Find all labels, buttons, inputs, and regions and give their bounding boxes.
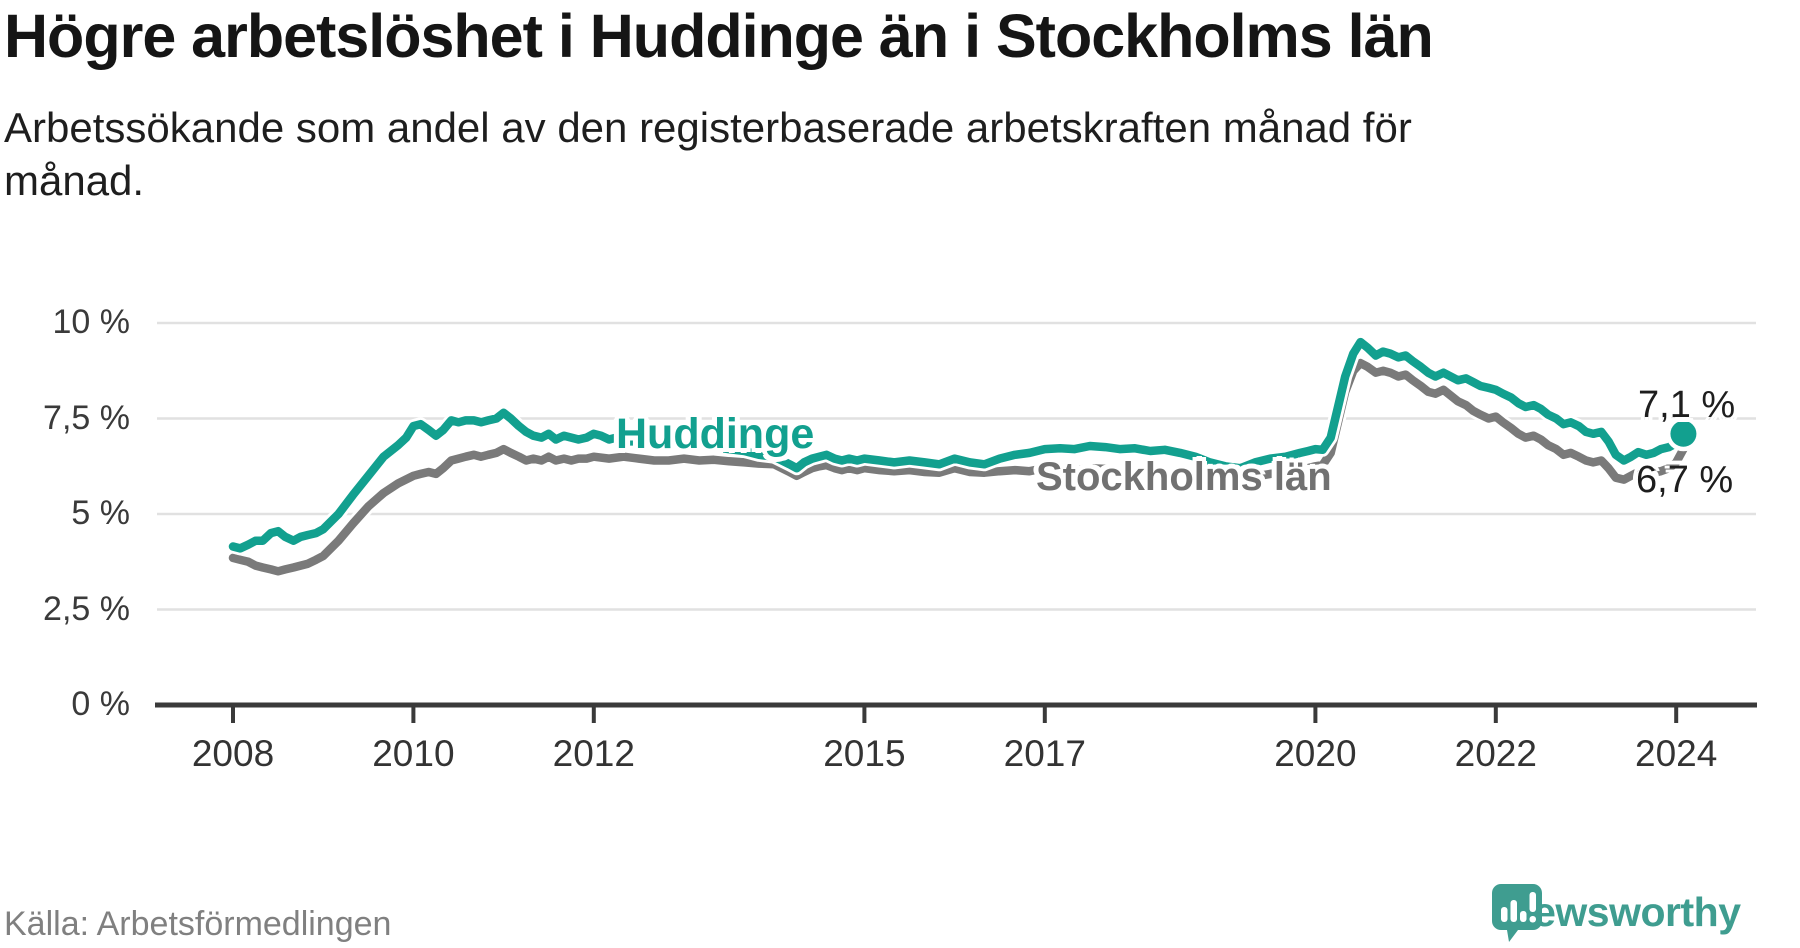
end-value-label-stockholms-lan: 6,7 % [1636,459,1734,501]
y-tick-label: 5 % [71,494,130,532]
series-label-huddinge: Huddinge [616,410,815,458]
bar-icon-1 [1501,907,1508,922]
y-tick-label: 0 % [71,685,130,723]
newsworthy-logo-icon [1492,884,1542,942]
x-tick-label: 2015 [823,733,906,774]
x-tick-label: 2024 [1635,733,1718,774]
line-halo-Huddinge [226,335,1691,556]
newsworthy-logo: Newsworthy [1490,882,1741,942]
x-tick-label: 2020 [1274,733,1357,774]
bar-icon-3 [1520,911,1527,922]
endpoint-marker [1670,420,1697,447]
end-value-label-huddinge: 7,1 % [1638,384,1736,426]
y-tick-label: 10 % [52,303,131,341]
x-tick-label: 2012 [552,733,635,774]
x-tick-label: 2022 [1454,733,1537,774]
bar-icon-2 [1510,900,1517,922]
y-tick-label: 7,5 % [43,398,130,437]
x-tick-label: 2008 [191,733,275,774]
x-tick-label: 2017 [1003,733,1086,774]
source-attribution: Källa: Arbetsförmedlingen [4,905,392,943]
exclamation-dot-icon [1529,916,1536,923]
x-tick-label: 2010 [372,733,455,774]
y-tick-label: 2,5 % [43,589,130,628]
series-label-stockholms-lan: Stockholms län [1036,455,1332,499]
chart-subtitle: Arbetssökande som andel av den registerb… [4,104,1412,204]
page-title: Högre arbetslöshet i Huddinge än i Stock… [4,2,1434,70]
line-Huddinge [228,337,1688,553]
newsworthy-wordmark: Newsworthy [1504,888,1741,935]
exclamation-bar-icon [1529,892,1536,912]
line-Stockholms län [228,358,1688,576]
